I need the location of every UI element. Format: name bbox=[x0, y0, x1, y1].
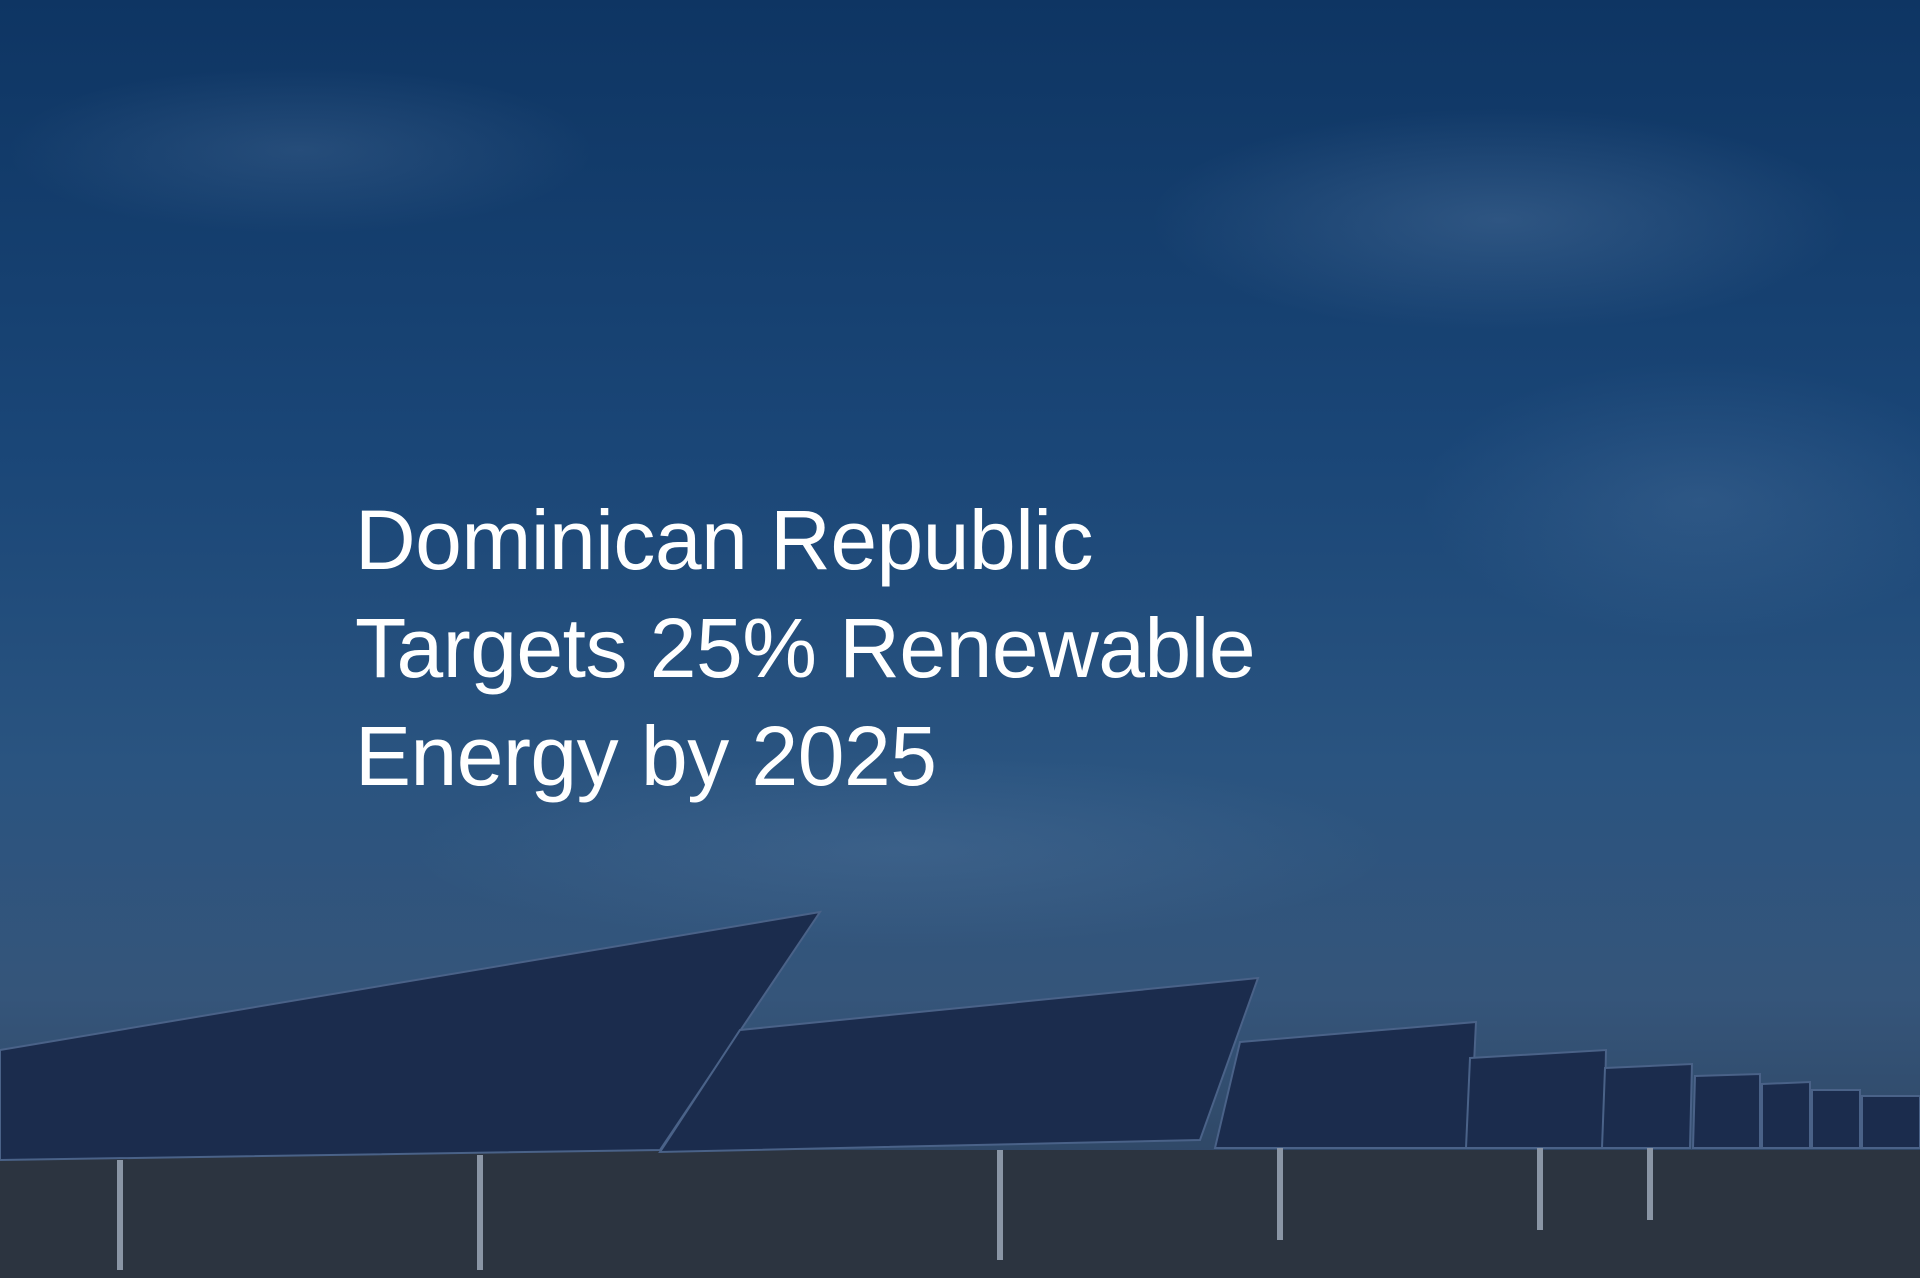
page-title: Dominican Republic Targets 25% Renewable… bbox=[355, 486, 1655, 810]
solar-panels bbox=[0, 910, 1920, 1162]
title-line: Energy by 2025 bbox=[355, 709, 937, 803]
title-line: Dominican Republic bbox=[355, 493, 1094, 587]
title-line: Targets 25% Renewable bbox=[355, 601, 1256, 695]
ground bbox=[0, 1150, 1920, 1278]
panel-posts bbox=[117, 1148, 1653, 1270]
